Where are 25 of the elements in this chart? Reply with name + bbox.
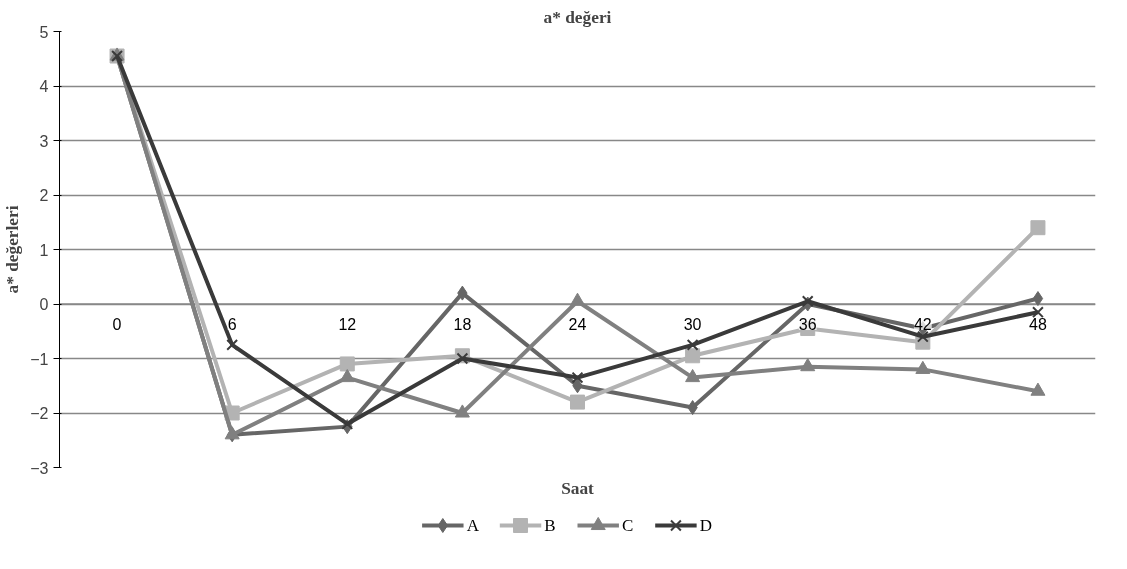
- y-tick-label: 5: [39, 23, 49, 41]
- x-tick-label: 42: [913, 316, 932, 333]
- x-tick-label: 30: [683, 316, 702, 333]
- y-tick-label: 2: [39, 187, 49, 204]
- y-tick-label: −1: [30, 350, 49, 368]
- y-tick-label: −3: [30, 459, 49, 477]
- y-tick-label: 0: [39, 296, 49, 313]
- chart-title: a* değeri: [543, 7, 612, 27]
- y-tick-label: 1: [39, 241, 49, 259]
- x-tick-label: 12: [338, 316, 357, 333]
- x-tick-label: 24: [568, 316, 587, 333]
- y-axis-title: a* değerleri: [3, 205, 23, 294]
- x-tick-label: 36: [798, 316, 817, 333]
- legend-label: B: [544, 516, 556, 535]
- x-tick-label: 0: [112, 316, 122, 333]
- y-tick-label: 3: [39, 132, 49, 150]
- legend-label: A: [466, 516, 480, 535]
- legend-label: D: [699, 516, 713, 535]
- x-tick-label: 48: [1029, 316, 1047, 333]
- x-tick-label: 18: [453, 316, 472, 333]
- x-tick-label: 6: [227, 316, 237, 333]
- x-axis-title: Saat: [561, 478, 595, 498]
- legend-label: C: [622, 516, 634, 535]
- y-tick-label: −2: [30, 405, 49, 422]
- y-tick-label: 4: [39, 78, 49, 95]
